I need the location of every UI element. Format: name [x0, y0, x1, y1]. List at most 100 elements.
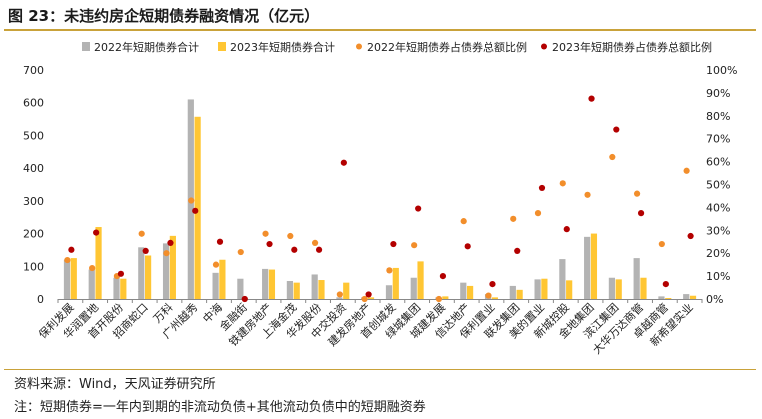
bar-2023-19 [541, 278, 548, 299]
dot-2022-24 [658, 240, 665, 248]
legend-swatch-0 [82, 42, 90, 51]
dot-2023-19 [538, 184, 546, 192]
top-rule [4, 29, 756, 31]
dot-2023-13 [390, 240, 397, 248]
bar-2022-6 [212, 272, 219, 299]
dot-2023-2 [117, 270, 125, 277]
dot-2023-1 [93, 229, 100, 236]
dot-2022-4 [163, 250, 170, 257]
dot-2022-19 [534, 210, 542, 217]
dot-2022-18 [510, 215, 517, 222]
dot-2023-12 [365, 291, 372, 298]
y-tick-label: 200 [23, 228, 44, 241]
bar-2022-22 [608, 277, 616, 299]
dot-2022-25 [683, 167, 690, 174]
dot-2023-23 [637, 210, 645, 217]
dot-2022-6 [212, 261, 220, 268]
bar-2023-24 [665, 298, 672, 299]
dot-2023-11 [340, 159, 347, 166]
bar-2023-12 [367, 297, 375, 299]
legend-label-0: 2022年短期债券合计 [94, 40, 199, 54]
bar-2022-14 [410, 277, 417, 299]
dot-2023-18 [514, 247, 521, 255]
y2-tick-label: 10% [706, 270, 730, 283]
bar-2022-4 [162, 243, 170, 299]
dot-2022-13 [386, 267, 393, 274]
dot-2023-3 [142, 247, 149, 255]
dot-2022-14 [411, 242, 418, 249]
legend-marker-2 [356, 43, 362, 50]
bar-2022-23 [633, 258, 640, 299]
bar-2022-20 [559, 259, 566, 299]
y-tick-label: 600 [23, 97, 44, 110]
chart-svg: 2022年短期债券合计 2023年短期债券合计 2022年短期债券占债券总额比例 20… [23, 40, 737, 357]
y2-tick-label: 80% [706, 110, 730, 123]
bar-2023-21 [590, 233, 598, 299]
dot-2022-1 [89, 264, 96, 272]
y-tick-label: 0 [37, 293, 44, 306]
y2-tick-label: 60% [706, 156, 730, 169]
legend-marker-3 [541, 43, 547, 50]
bar-2022-8 [262, 268, 269, 299]
dot-2023-17 [489, 281, 496, 288]
bar-2023-6 [219, 259, 226, 299]
dot-2022-15 [435, 295, 443, 303]
y2-tick-label: 90% [706, 87, 730, 100]
y2-tick-label: 0% [706, 293, 723, 306]
bar-2022-0 [63, 259, 71, 299]
legend-swatch-1 [218, 42, 226, 51]
y-tick-label: 700 [23, 64, 44, 77]
dot-2022-12 [361, 295, 368, 303]
dot-2022-17 [485, 292, 492, 299]
dot-2023-0 [68, 246, 75, 253]
dot-2023-5 [192, 207, 199, 214]
dot-2022-9 [287, 232, 294, 240]
bar-2023-22 [615, 279, 622, 299]
bar-2022-9 [286, 281, 294, 299]
bar-2022-25 [683, 294, 690, 299]
bar-2023-20 [566, 280, 573, 299]
bar-2023-15 [442, 296, 449, 299]
bar-2023-18 [516, 289, 523, 299]
dot-2022-16 [460, 218, 467, 225]
y2-tick-label: 30% [706, 224, 730, 237]
dot-2022-21 [584, 191, 591, 198]
y-tick-label: 400 [23, 162, 44, 175]
y-tick-label: 300 [23, 195, 44, 208]
bar-2022-21 [584, 236, 591, 299]
title-row: 图 23：未违约房企短期债券融资情况（亿元） [4, 3, 758, 29]
dot-2023-22 [613, 126, 620, 133]
note-text: 注：短期债券=一年内到期的非流动负债+其他流动负债中的短期融资券 [14, 400, 426, 415]
y2-tick-label: 20% [706, 247, 730, 260]
bar-2022-24 [658, 296, 665, 299]
bar-2022-19 [534, 279, 541, 299]
legend-label-3: 2023年短期债券占债券总额比例 [552, 40, 712, 54]
dot-2023-14 [415, 205, 422, 212]
bar-2023-23 [640, 277, 647, 299]
bar-2023-8 [268, 269, 276, 299]
dot-2023-8 [266, 240, 273, 248]
y2-tick-label: 70% [706, 133, 730, 146]
dot-2022-10 [311, 239, 319, 246]
bar-2023-3 [144, 255, 152, 299]
legend-label-1: 2023年短期债券合计 [230, 40, 335, 54]
chart-area: 2022年短期债券合计 2023年短期债券合计 2022年短期债券占债券总额比例 20… [0, 32, 762, 362]
bar-2022-16 [460, 282, 467, 299]
dot-2023-20 [563, 226, 570, 233]
dot-2022-8 [262, 230, 269, 237]
bottom-rule [4, 369, 756, 370]
dot-2022-7 [237, 248, 244, 256]
dot-2022-22 [609, 153, 616, 161]
dot-2023-21 [588, 95, 595, 102]
bar-2023-13 [392, 267, 399, 299]
dot-2023-25 [687, 232, 694, 240]
y2-tick-label: 40% [706, 201, 730, 214]
dot-2022-0 [64, 256, 71, 264]
y2-tick-label: 50% [706, 179, 730, 192]
bar-2022-11 [336, 297, 343, 299]
bar-2023-9 [293, 282, 300, 299]
bar-2022-10 [311, 274, 318, 299]
bar-2022-13 [385, 285, 393, 299]
bar-2023-14 [417, 261, 424, 299]
bar-2023-1 [95, 227, 102, 299]
